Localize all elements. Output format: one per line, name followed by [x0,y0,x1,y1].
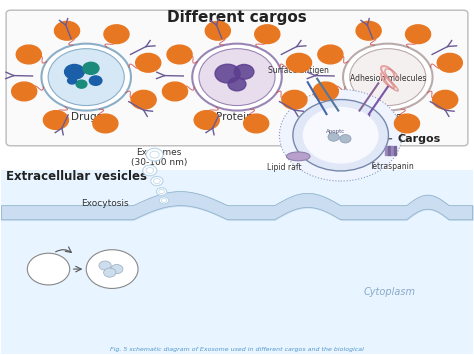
Bar [394,146,396,155]
Text: Exocytosis: Exocytosis [81,199,129,208]
Circle shape [136,53,161,72]
Circle shape [111,264,123,274]
Circle shape [151,176,163,186]
Circle shape [93,114,118,133]
Text: Lipid raft: Lipid raft [267,163,301,173]
Circle shape [41,44,131,110]
Text: Cytoplasm: Cytoplasm [364,287,416,297]
Text: RNAs: RNAs [374,112,401,122]
Ellipse shape [286,152,310,161]
Bar [388,146,391,155]
Circle shape [99,261,111,270]
Circle shape [215,64,240,83]
Circle shape [356,21,381,40]
Circle shape [228,77,246,91]
Text: Fig. 5 schematic diagram of Exosome used in different cargos and the biological: Fig. 5 schematic diagram of Exosome used… [110,347,364,352]
Circle shape [16,45,41,64]
Circle shape [76,80,87,88]
Text: Adhesion molecules: Adhesion molecules [350,74,426,83]
Circle shape [90,76,102,85]
Circle shape [313,82,338,101]
Text: Exosomes
(30-100 nm): Exosomes (30-100 nm) [131,148,187,167]
Circle shape [293,99,389,171]
Circle shape [55,21,80,40]
Circle shape [234,65,254,79]
Circle shape [244,114,269,133]
Circle shape [86,250,138,289]
Circle shape [255,25,280,44]
FancyBboxPatch shape [6,10,468,146]
Bar [385,146,388,155]
Circle shape [343,44,433,110]
Circle shape [328,133,339,141]
Circle shape [394,114,419,133]
Circle shape [194,111,219,130]
Circle shape [83,62,99,74]
Circle shape [143,165,157,176]
Bar [391,146,393,155]
Circle shape [104,25,129,44]
Circle shape [318,45,343,64]
Circle shape [303,107,379,164]
Circle shape [282,91,307,109]
Text: Cargos: Cargos [354,134,440,144]
Circle shape [199,49,275,105]
Circle shape [27,253,70,285]
Circle shape [286,53,311,72]
Circle shape [340,135,351,143]
Text: Apoptc: Apoptc [326,129,346,134]
Circle shape [156,188,167,196]
Circle shape [131,91,156,109]
Circle shape [12,82,36,101]
Circle shape [64,65,84,79]
Text: Drugs: Drugs [71,112,102,122]
Circle shape [205,21,230,40]
Circle shape [350,49,426,105]
Circle shape [279,89,402,181]
Text: Different cargos: Different cargos [167,10,307,25]
Circle shape [163,82,188,101]
Circle shape [167,45,192,64]
Circle shape [44,111,68,130]
Text: Tetraspanin: Tetraspanin [370,162,415,171]
Circle shape [68,77,76,84]
Circle shape [406,25,430,44]
Text: Surface antigen: Surface antigen [268,66,328,75]
Circle shape [345,111,370,130]
Circle shape [104,268,116,277]
Text: Proteins: Proteins [216,112,258,122]
Circle shape [433,91,458,109]
Circle shape [146,148,163,161]
Text: Extracellular vesicles: Extracellular vesicles [6,170,147,184]
Circle shape [159,197,169,204]
FancyBboxPatch shape [1,170,473,354]
Circle shape [438,53,462,72]
Circle shape [192,44,282,110]
Circle shape [48,49,124,105]
